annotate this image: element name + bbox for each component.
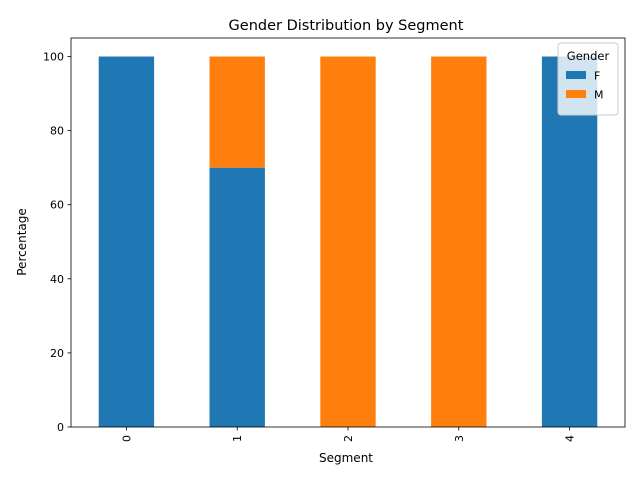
x-tick-label: 2 — [342, 435, 355, 442]
legend-label-M: M — [594, 89, 604, 102]
y-tick-label: 60 — [50, 199, 64, 212]
bars — [98, 56, 598, 428]
bar-M-segment-3 — [431, 56, 487, 428]
bar-M-segment-2 — [320, 56, 376, 428]
y-axis: 0 20 40 60 80 100 — [43, 51, 71, 434]
y-axis-label: Percentage — [15, 208, 29, 276]
x-tick-label: 1 — [231, 435, 244, 442]
y-tick-label: 80 — [50, 125, 64, 138]
legend: Gender FM — [557, 42, 619, 116]
bar-F-segment-0 — [98, 56, 155, 428]
legend-swatch-M — [566, 90, 586, 98]
y-tick-label: 40 — [50, 273, 64, 286]
legend-title: Gender — [567, 49, 610, 63]
x-axis: 0 1 2 3 4 — [120, 427, 577, 442]
chart-title: Gender Distribution by Segment — [229, 18, 464, 34]
x-axis-label: Segment — [319, 451, 373, 465]
bar-F-segment-1 — [209, 167, 265, 428]
x-tick-label: 3 — [453, 435, 466, 442]
y-tick-label: 100 — [43, 51, 64, 64]
x-tick-label: 0 — [120, 435, 133, 442]
x-tick-label: 4 — [564, 435, 577, 442]
y-tick-label: 20 — [50, 347, 64, 360]
y-tick-label: 0 — [57, 421, 64, 434]
legend-swatch-F — [566, 71, 586, 79]
bar-F-segment-4 — [541, 56, 598, 428]
legend-label-F: F — [594, 70, 600, 83]
bar-M-segment-1 — [209, 56, 265, 168]
